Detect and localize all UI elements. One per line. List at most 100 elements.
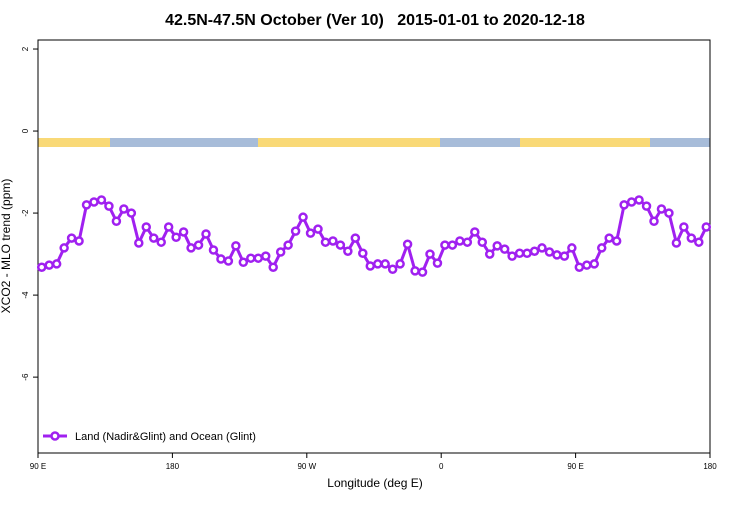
data-point	[231, 241, 241, 251]
data-point	[694, 237, 704, 247]
y-tick-label: -2	[21, 209, 30, 217]
legend-marker	[50, 431, 60, 441]
data-point	[589, 259, 600, 269]
data-point	[410, 266, 420, 276]
y-tick-label: -4	[21, 291, 30, 299]
data-point	[74, 236, 84, 246]
y-axis-label: XCO2 - MLO trend (ppm)	[0, 179, 13, 314]
data-point	[514, 248, 525, 259]
data-point	[66, 233, 77, 243]
data-point	[470, 227, 480, 237]
data-point	[156, 237, 166, 247]
data-point	[372, 259, 383, 269]
data-point	[201, 229, 211, 239]
x-tick-label: 180	[703, 462, 717, 471]
data-point	[260, 251, 271, 261]
data-point	[81, 200, 92, 210]
data-point	[328, 236, 338, 246]
data-point	[611, 236, 622, 246]
x-tick-label: 180	[166, 462, 180, 471]
data-point	[223, 256, 234, 266]
data-point	[51, 259, 62, 269]
data-point	[522, 248, 532, 259]
x-tick-label: 0	[439, 462, 444, 471]
y-tick-label: -6	[21, 373, 30, 381]
data-point	[387, 264, 398, 275]
land	[38, 138, 110, 147]
data-point	[186, 243, 196, 253]
data-point	[537, 243, 547, 253]
data-point	[119, 204, 129, 214]
data-point	[246, 253, 256, 263]
y-tick-label: 2	[21, 46, 30, 51]
data-point	[104, 201, 114, 211]
x-tick-label: 90 W	[297, 462, 316, 471]
x-tick-label: 90 E	[567, 462, 583, 471]
data-point	[290, 226, 301, 236]
data-point	[350, 233, 361, 243]
data-point	[148, 233, 159, 243]
data-point	[604, 233, 614, 243]
data-point	[298, 212, 308, 222]
data-point	[499, 244, 510, 254]
data-point	[671, 238, 682, 248]
data-point	[686, 233, 697, 243]
land-ocean-band	[38, 138, 710, 147]
ocean	[650, 138, 710, 147]
data-point	[36, 262, 47, 272]
data-point	[320, 237, 331, 247]
data-point	[679, 222, 689, 232]
data-point	[134, 238, 144, 248]
data-point	[484, 249, 495, 259]
data-point	[574, 262, 585, 272]
data-point	[559, 251, 570, 261]
data-point	[305, 228, 316, 238]
data-point	[141, 222, 152, 232]
data-point	[641, 201, 652, 211]
data-point	[313, 224, 323, 234]
data-point	[477, 237, 488, 247]
ocean	[110, 138, 258, 147]
data-point	[402, 239, 413, 249]
data-point	[582, 260, 592, 270]
data-point	[440, 240, 450, 250]
data-point	[208, 245, 219, 255]
legend-label: Land (Nadir&Glint) and Ocean (Glint)	[75, 431, 256, 443]
x-tick-label: 90 E	[30, 462, 46, 471]
data-point	[567, 243, 577, 253]
data-point	[238, 257, 249, 268]
data-point	[417, 267, 428, 277]
data-point	[111, 216, 122, 227]
data-point	[268, 262, 278, 272]
data-point	[171, 232, 181, 243]
land	[258, 138, 440, 147]
data-point	[649, 216, 659, 227]
data-point	[529, 246, 540, 256]
legend-item: Land (Nadir&Glint) and Ocean (Glint)	[43, 431, 256, 443]
data-point	[178, 227, 189, 237]
land	[520, 138, 650, 147]
data-point	[432, 258, 443, 268]
data-point	[126, 208, 137, 218]
x-axis-label: Longitude (deg E)	[327, 476, 422, 490]
data-point	[462, 237, 473, 247]
data-point	[59, 243, 69, 253]
data-point	[507, 251, 517, 261]
data-point	[89, 197, 99, 207]
data-point	[335, 240, 346, 250]
data-point	[447, 240, 458, 250]
data-point	[395, 259, 405, 269]
data-point	[656, 204, 667, 214]
data-point	[193, 240, 204, 250]
data-point	[425, 249, 435, 259]
data-point	[492, 241, 502, 251]
data-point	[44, 260, 54, 270]
data-point	[380, 259, 390, 269]
y-tick-label: 0	[21, 128, 30, 133]
data-point	[544, 247, 555, 257]
data-point	[626, 197, 637, 207]
data-point	[634, 195, 644, 205]
plot-frame	[37, 39, 711, 454]
